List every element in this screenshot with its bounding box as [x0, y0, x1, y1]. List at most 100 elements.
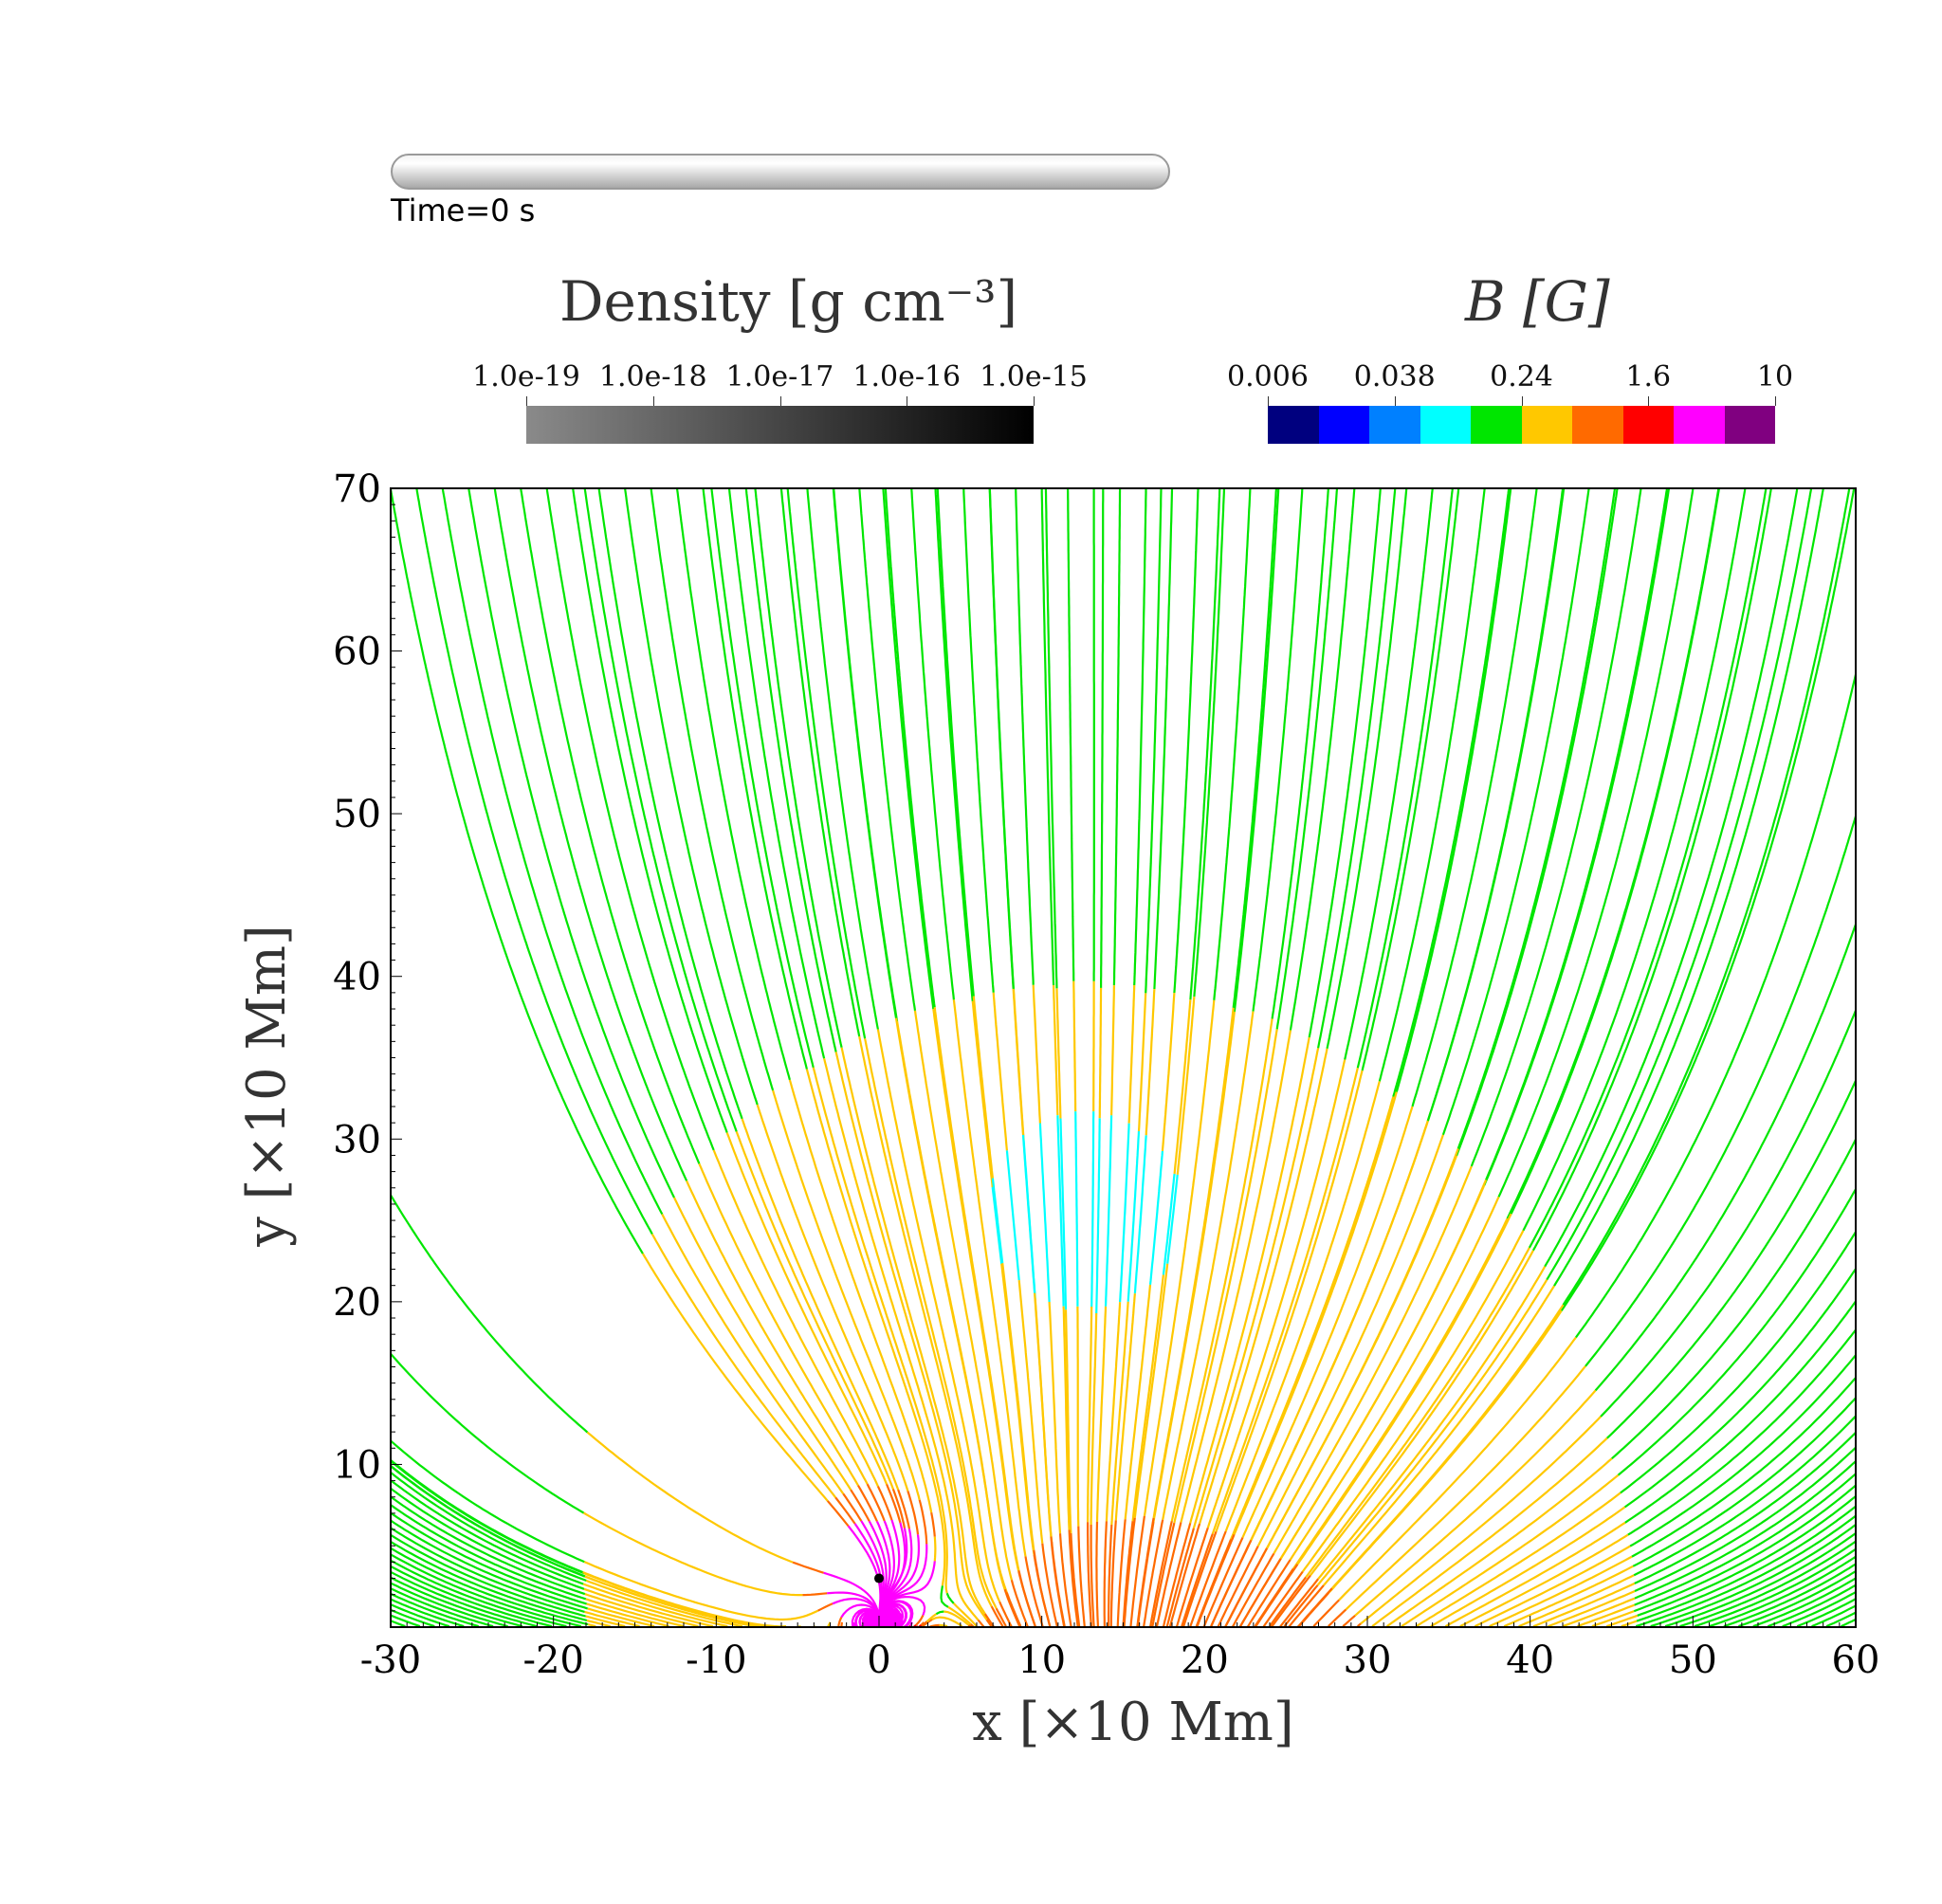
field-line	[1077, 1526, 1086, 1627]
field-line	[786, 488, 867, 1039]
field-line	[391, 1553, 582, 1627]
field-line	[650, 488, 775, 1091]
field-line	[897, 1489, 910, 1529]
field-line	[545, 488, 715, 1151]
field-line	[1328, 1309, 1563, 1594]
x-axis-label: x [×10 Mm]	[972, 1692, 1294, 1753]
field-line	[467, 488, 675, 1199]
field-line	[1056, 1115, 1065, 1307]
field-line	[1155, 1522, 1182, 1627]
field-line	[741, 1118, 900, 1491]
field-line	[1193, 488, 1225, 998]
field-line	[995, 1607, 1007, 1627]
field-line	[583, 1587, 714, 1627]
field-line	[886, 1634, 889, 1637]
field-line	[756, 1104, 909, 1492]
bfield-tick-mark	[1775, 396, 1776, 406]
field-line	[907, 1491, 920, 1535]
field-line	[1213, 488, 1252, 1001]
time-slider[interactable]	[391, 154, 1170, 190]
field-line	[1600, 1007, 1856, 1418]
field-line	[744, 488, 837, 1053]
field-line	[1148, 1150, 1163, 1286]
bfield-tick-mark	[1268, 396, 1269, 406]
field-line	[977, 1619, 986, 1627]
field-line	[842, 1492, 863, 1522]
field-line	[1361, 488, 1460, 1071]
field-line	[1232, 488, 1277, 1009]
field-line	[1553, 488, 1824, 1287]
dipole-center-dot	[874, 1573, 884, 1584]
field-line	[1143, 1519, 1164, 1627]
field-line	[597, 488, 743, 1120]
field-line	[1326, 488, 1408, 1050]
field-line	[1261, 1570, 1304, 1627]
field-line	[1591, 1610, 1635, 1627]
field-line	[840, 1047, 986, 1615]
field-line	[1181, 1533, 1214, 1627]
field-line	[1021, 1134, 1036, 1293]
field-line	[587, 1607, 655, 1627]
field-line	[1606, 1078, 1856, 1439]
field-line	[1050, 1536, 1066, 1627]
bfield-tick-label: 0.24	[1490, 360, 1553, 394]
field-line	[391, 1487, 585, 1590]
bfield-color-swatch	[1471, 406, 1522, 444]
field-line	[1474, 1545, 1631, 1627]
field-line	[1308, 488, 1382, 1038]
field-line	[1127, 984, 1136, 1124]
field-line	[1148, 1521, 1173, 1627]
field-line	[1456, 488, 1619, 1157]
field-line	[391, 1533, 586, 1618]
field-line	[1650, 1523, 1856, 1627]
field-line	[1192, 1048, 1320, 1529]
field-line	[1202, 1537, 1244, 1627]
bfield-color-swatch	[1268, 406, 1319, 444]
field-line	[1506, 488, 1720, 1219]
field-line	[1342, 1614, 1356, 1627]
field-line	[823, 1058, 980, 1621]
field-line	[493, 488, 688, 1181]
field-line	[779, 488, 861, 1037]
field-line	[1005, 1150, 1020, 1281]
field-line	[858, 488, 917, 1012]
field-line	[754, 488, 843, 1049]
field-line	[1133, 1263, 1169, 1518]
field-line	[1123, 1517, 1136, 1627]
field-line	[933, 1007, 1020, 1571]
field-line	[1633, 1414, 1856, 1577]
axes: -30 -20 -10 0 10 20 30 40 50 60 10 20 30 40 50 60 70	[333, 467, 1879, 1682]
field-line	[1250, 1120, 1429, 1541]
field-line	[888, 1633, 895, 1636]
field-line	[1087, 1522, 1093, 1627]
field-line	[1269, 1576, 1308, 1627]
field-line	[686, 1180, 859, 1487]
field-line	[1206, 1059, 1347, 1529]
field-line	[888, 1634, 891, 1636]
density-colorbar-title: Density [g cm⁻³]	[559, 269, 1018, 334]
field-line	[391, 1495, 586, 1596]
field-line	[1215, 1070, 1364, 1532]
field-line	[940, 1585, 949, 1608]
field-line	[1048, 1301, 1062, 1534]
field-line	[1166, 1174, 1179, 1264]
field-line	[1110, 985, 1115, 1116]
field-line	[1162, 1011, 1255, 1521]
field-line	[930, 1511, 936, 1537]
field-line	[1371, 1437, 1608, 1627]
field-line	[1270, 1574, 1311, 1627]
field-line	[1209, 1539, 1253, 1627]
field-line	[1395, 488, 1512, 1092]
bfield-tick-label: 1.6	[1625, 360, 1672, 394]
field-line	[840, 1621, 843, 1627]
field-line	[884, 488, 936, 1008]
field-line	[972, 996, 994, 1179]
field-line	[1062, 1306, 1071, 1530]
field-line	[890, 1629, 918, 1635]
bfield-color-swatch	[1318, 406, 1369, 444]
x-tick-label: 50	[1669, 1639, 1717, 1682]
density-tick-label: 1.0e-18	[598, 360, 707, 394]
field-line	[806, 488, 879, 1030]
field-line	[1064, 1309, 1072, 1533]
